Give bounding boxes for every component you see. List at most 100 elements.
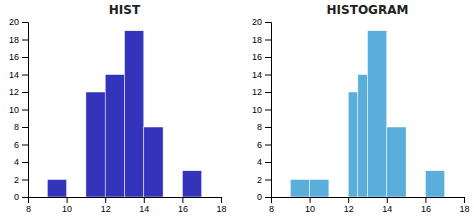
y-tick-mark — [22, 57, 28, 58]
y-tick: 18 — [9, 35, 28, 45]
x-axis: 81012141618 — [269, 197, 470, 214]
y-tick-mark — [265, 110, 271, 111]
x-tick-label: 18 — [459, 204, 469, 214]
x-tick: 16 — [178, 197, 188, 214]
y-tick-label: 2 — [14, 175, 19, 185]
y-tick-mark — [22, 145, 28, 146]
y-tick-label: 8 — [257, 122, 262, 132]
panel: 8101214161802468101214161820HISTOGRAM — [252, 3, 470, 214]
x-tick-mark — [105, 197, 106, 203]
x-tick-mark — [144, 197, 145, 203]
y-tick-mark — [265, 22, 271, 23]
x-tick-mark — [425, 197, 426, 203]
x-tick-label: 10 — [305, 204, 315, 214]
y-tick: 2 — [257, 175, 271, 185]
chart: 8101214161802468101214161820HIST81012141… — [0, 0, 474, 217]
y-tick: 8 — [257, 122, 271, 132]
y-tick: 10 — [9, 105, 28, 115]
y-tick: 10 — [252, 105, 271, 115]
bar — [67, 197, 86, 198]
x-tick: 18 — [216, 197, 226, 214]
y-tick-mark — [265, 162, 271, 163]
bar — [310, 180, 329, 198]
y-tick-mark — [265, 75, 271, 76]
y-tick: 4 — [257, 157, 271, 167]
y-tick-label: 16 — [252, 52, 262, 62]
y-tick-mark — [22, 197, 28, 198]
bars — [47, 31, 201, 197]
y-tick-mark — [22, 127, 28, 128]
x-axis: 8 10 12 14 16 18 — [26, 197, 227, 214]
x-tick-label: 8 — [26, 204, 31, 214]
y-tick: 20 — [9, 17, 28, 27]
bar — [358, 75, 368, 198]
y-tick-mark — [22, 110, 28, 111]
y-tick-mark — [265, 92, 271, 93]
y-tick: 0 — [14, 192, 28, 202]
x-tick-label: 12 — [101, 204, 111, 214]
x-tick-label: 16 — [178, 204, 188, 214]
x-tick-mark — [387, 197, 388, 203]
y-tick-label: 20 — [9, 17, 19, 27]
x-tick-label: 14 — [139, 204, 149, 214]
y-tick-mark — [265, 127, 271, 128]
x-tick-label: 10 — [62, 204, 72, 214]
y-tick-label: 18 — [9, 35, 19, 45]
y-tick-label: 8 — [14, 122, 19, 132]
y-tick-label: 20 — [252, 17, 262, 27]
y-tick-label: 14 — [252, 70, 262, 80]
y-tick-label: 2 — [257, 175, 262, 185]
x-tick: 8 — [26, 197, 31, 214]
bar — [163, 197, 182, 198]
bar — [329, 197, 348, 198]
x-tick-label: 18 — [216, 204, 226, 214]
y-tick-label: 4 — [14, 157, 19, 167]
y-tick-mark — [265, 40, 271, 41]
y-tick-label: 6 — [14, 140, 19, 150]
y-tick: 12 — [252, 87, 271, 97]
y-tick: 20 — [252, 17, 271, 27]
y-tick-label: 4 — [257, 157, 262, 167]
y-tick-mark — [265, 180, 271, 181]
y-tick: 2 — [14, 175, 28, 185]
y-tick-mark — [265, 197, 271, 198]
x-tick-mark — [182, 197, 183, 203]
y-tick-label: 12 — [9, 87, 19, 97]
y-axis-line — [265, 23, 272, 198]
y-tick-mark — [22, 40, 28, 41]
bar — [387, 127, 406, 197]
y-tick: 16 — [9, 52, 28, 62]
y-tick-label: 14 — [9, 70, 19, 80]
y-tick: 14 — [9, 70, 28, 80]
x-tick: 12 — [101, 197, 111, 214]
y-tick-label: 6 — [257, 140, 262, 150]
bar — [86, 92, 105, 197]
y-tick: 18 — [252, 35, 271, 45]
y-tick: 16 — [252, 52, 271, 62]
bar — [47, 180, 66, 198]
y-tick-mark — [265, 145, 271, 146]
x-tick: 12 — [344, 197, 354, 214]
y-tick: 12 — [9, 87, 28, 97]
y-tick: 14 — [252, 70, 271, 80]
x-tick-label: 16 — [421, 204, 431, 214]
panel: 8101214161802468101214161820HIST — [9, 3, 227, 214]
x-tick-mark — [310, 197, 311, 203]
y-tick-label: 10 — [252, 105, 262, 115]
y-tick-label: 18 — [252, 35, 262, 45]
y-tick-mark — [22, 180, 28, 181]
y-tick-label: 0 — [14, 192, 19, 202]
y-tick-mark — [22, 92, 28, 93]
y-axis: 02468101214161820 — [252, 17, 272, 202]
bar — [144, 127, 163, 197]
y-tick-label: 16 — [9, 52, 19, 62]
y-tick-mark — [22, 75, 28, 76]
bar — [348, 92, 358, 197]
bar — [105, 75, 124, 198]
bar — [125, 31, 144, 197]
y-tick-label: 12 — [252, 87, 262, 97]
x-tick-mark — [221, 197, 222, 203]
x-tick-mark — [348, 197, 349, 203]
y-tick: 6 — [257, 140, 271, 150]
bar — [425, 171, 444, 197]
